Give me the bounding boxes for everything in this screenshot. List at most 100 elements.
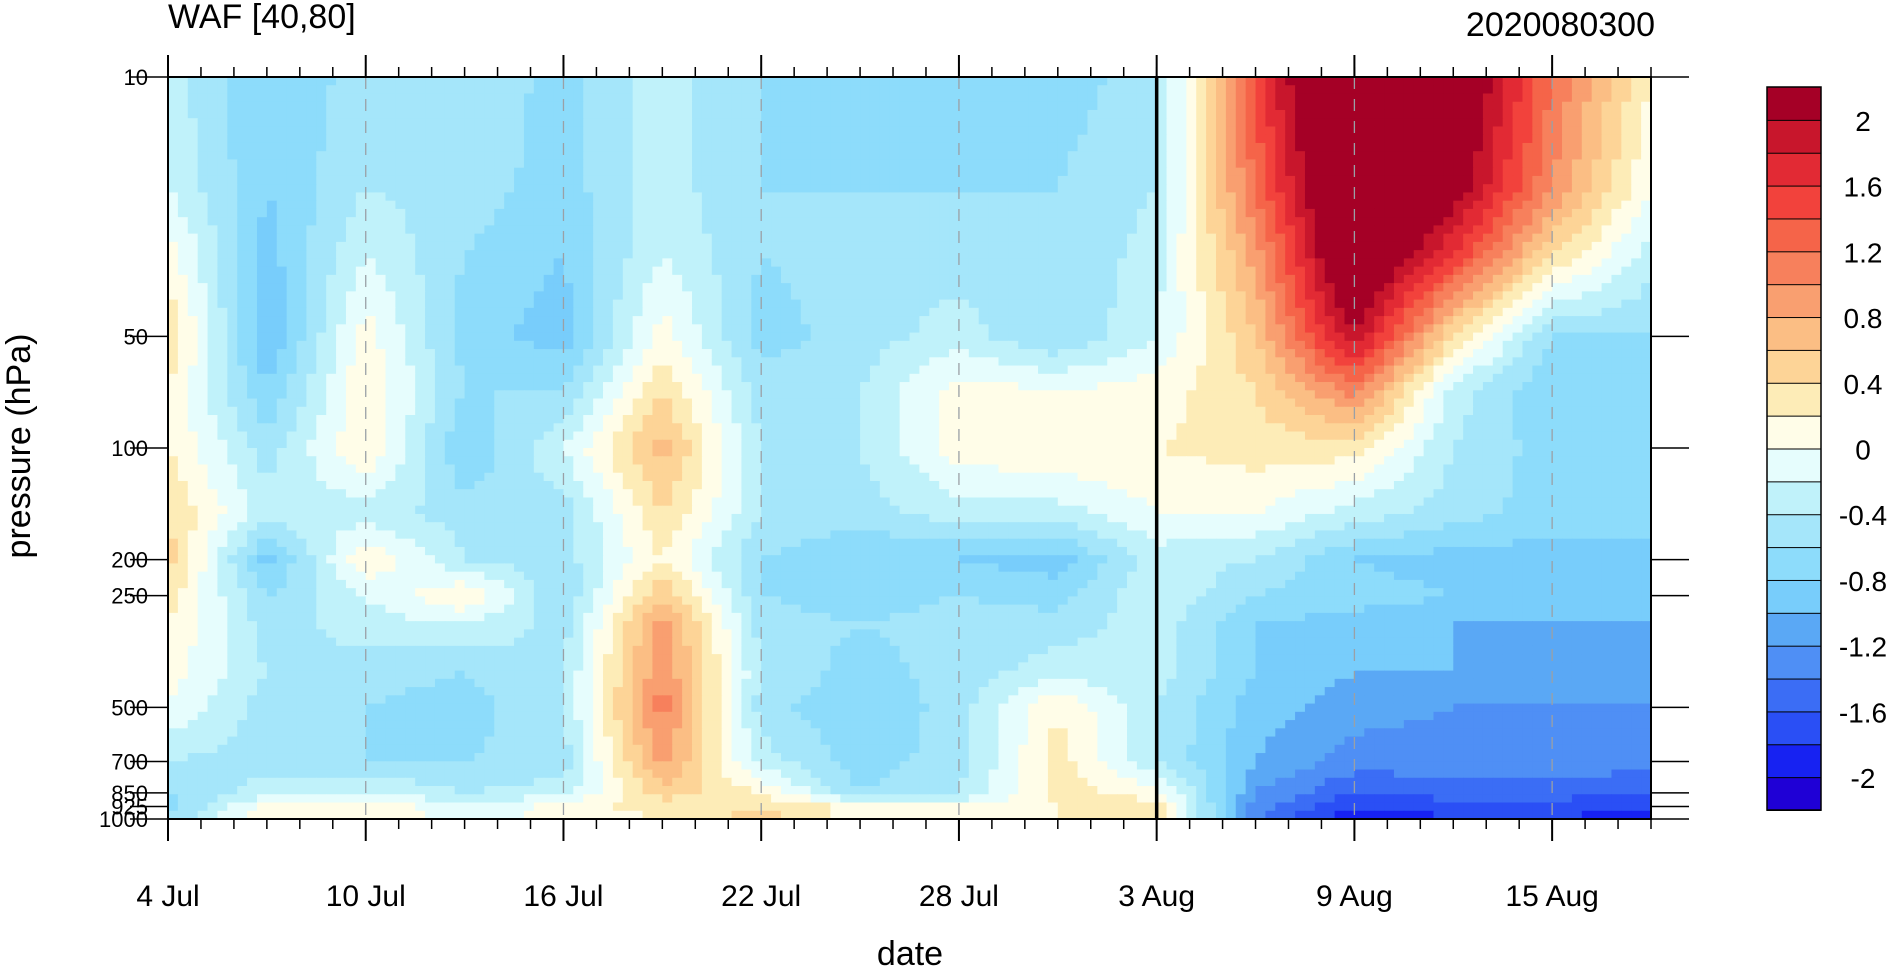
contour-cell bbox=[1591, 77, 1603, 86]
contour-cell bbox=[197, 340, 209, 350]
contour-cell bbox=[1374, 283, 1385, 292]
contour-cell bbox=[543, 340, 555, 350]
contour-cell bbox=[1235, 175, 1247, 185]
contour-cell bbox=[1215, 184, 1227, 194]
contour-cell bbox=[1403, 307, 1415, 317]
contour-cell bbox=[365, 208, 377, 218]
contour-cell bbox=[721, 316, 733, 325]
contour-cell bbox=[464, 299, 476, 309]
contour-cell bbox=[1156, 200, 1168, 210]
contour-cell bbox=[197, 142, 209, 152]
contour-cell bbox=[286, 283, 298, 292]
contour-cell bbox=[978, 208, 990, 218]
contour-cell bbox=[978, 307, 990, 317]
contour-cell bbox=[662, 118, 673, 128]
contour-cell bbox=[1304, 93, 1316, 103]
contour-cell bbox=[415, 167, 426, 177]
contour-cell bbox=[247, 291, 258, 301]
contour-cell bbox=[543, 159, 555, 169]
contour-cell bbox=[207, 258, 219, 268]
contour-cell bbox=[1562, 274, 1573, 284]
contour-cell bbox=[375, 225, 387, 235]
contour-cell bbox=[642, 200, 654, 210]
contour-cell bbox=[1087, 77, 1098, 86]
contour-cell bbox=[741, 142, 752, 152]
contour-cell bbox=[227, 93, 238, 103]
contour-cell bbox=[1641, 258, 1652, 268]
contour-cell bbox=[434, 151, 446, 161]
contour-cell bbox=[1473, 217, 1484, 226]
contour-cell bbox=[1601, 316, 1613, 325]
contour-cell bbox=[1235, 85, 1247, 95]
contour-cell bbox=[1146, 77, 1158, 86]
contour-cell bbox=[1413, 77, 1425, 86]
contour-cell bbox=[1552, 200, 1563, 210]
contour-cell bbox=[355, 217, 367, 226]
contour-cell bbox=[237, 192, 248, 202]
contour-cell bbox=[187, 233, 199, 243]
contour-cell bbox=[820, 332, 832, 342]
contour-cell bbox=[1492, 241, 1504, 251]
contour-cell bbox=[1443, 241, 1454, 251]
contour-cell bbox=[168, 93, 179, 103]
contour-cell bbox=[1591, 184, 1603, 194]
contour-cell bbox=[1384, 184, 1395, 194]
contour-cell bbox=[296, 274, 308, 284]
contour-cell bbox=[711, 85, 723, 95]
contour-cell bbox=[1304, 126, 1316, 136]
contour-cell bbox=[553, 101, 565, 111]
contour-cell bbox=[1265, 77, 1276, 86]
contour-cell bbox=[1344, 109, 1355, 119]
contour-cell bbox=[1067, 217, 1079, 226]
contour-cell bbox=[632, 134, 644, 144]
contour-cell bbox=[1482, 258, 1494, 268]
contour-cell bbox=[1245, 101, 1257, 111]
contour-cell bbox=[177, 316, 189, 325]
contour-cell bbox=[761, 217, 772, 226]
contour-cell bbox=[968, 208, 980, 218]
contour-cell bbox=[1117, 134, 1128, 144]
contour-cell bbox=[1107, 142, 1118, 152]
contour-cell bbox=[385, 291, 396, 301]
contour-cell bbox=[1225, 283, 1237, 292]
contour-cell bbox=[800, 332, 812, 342]
contour-cell bbox=[691, 167, 703, 177]
contour-cell bbox=[691, 109, 703, 119]
contour-cell bbox=[1077, 291, 1089, 301]
contour-cell bbox=[1334, 85, 1346, 95]
contour-cell bbox=[1384, 217, 1395, 226]
contour-cell bbox=[217, 93, 228, 103]
contour-cell bbox=[682, 159, 693, 169]
contour-cell bbox=[1492, 109, 1504, 119]
contour-cell bbox=[949, 159, 960, 169]
contour-cell bbox=[415, 192, 426, 202]
contour-cell bbox=[1176, 192, 1187, 202]
contour-cell bbox=[1552, 225, 1563, 235]
contour-cell bbox=[1245, 283, 1257, 292]
contour-cell bbox=[504, 283, 515, 292]
contour-cell bbox=[642, 93, 654, 103]
contour-cell bbox=[1423, 283, 1435, 292]
contour-cell bbox=[405, 142, 416, 152]
contour-cell bbox=[780, 340, 792, 350]
contour-cell bbox=[1028, 299, 1039, 309]
contour-cell bbox=[543, 126, 555, 136]
contour-cell bbox=[652, 175, 663, 185]
contour-cell bbox=[553, 167, 565, 177]
contour-cell bbox=[1077, 101, 1089, 111]
contour-cell bbox=[622, 283, 634, 292]
contour-cell bbox=[1206, 109, 1217, 119]
contour-cell bbox=[672, 93, 683, 103]
contour-cell bbox=[1225, 266, 1237, 276]
contour-cell bbox=[1206, 217, 1217, 226]
contour-cell bbox=[988, 307, 1000, 317]
contour-cell bbox=[1275, 332, 1286, 342]
contour-cell bbox=[464, 241, 476, 251]
contour-cell bbox=[1077, 118, 1089, 128]
contour-cell bbox=[494, 266, 505, 276]
contour-cell bbox=[1028, 142, 1039, 152]
contour-cell bbox=[998, 175, 1009, 185]
contour-cell bbox=[345, 77, 357, 86]
contour-cell bbox=[800, 184, 812, 194]
contour-cell bbox=[434, 93, 446, 103]
